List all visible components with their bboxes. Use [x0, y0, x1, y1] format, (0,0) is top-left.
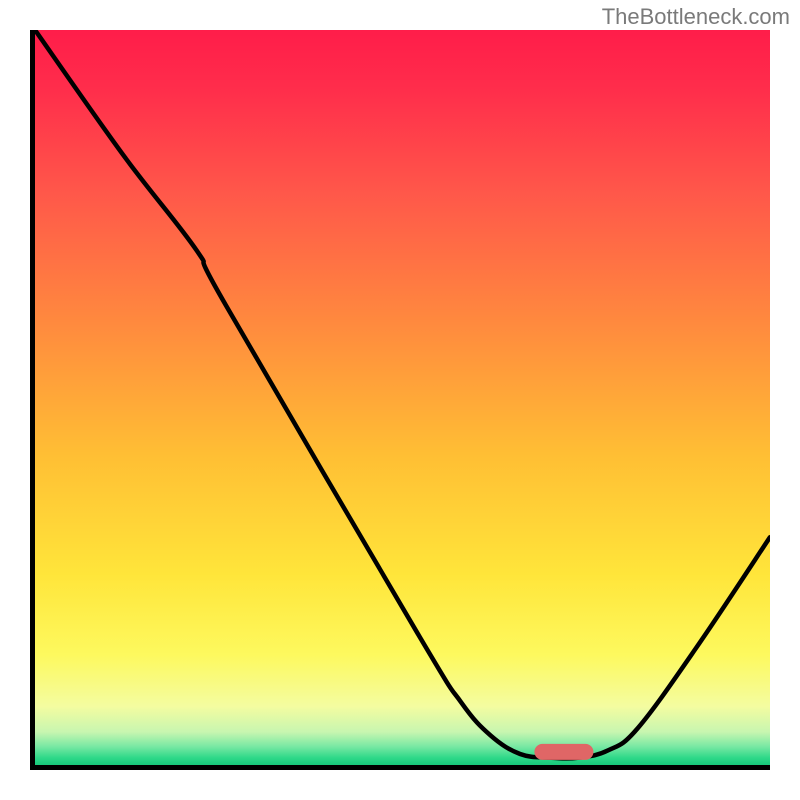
- watermark: TheBottleneck.com: [602, 4, 790, 30]
- minimum-marker: [535, 744, 594, 760]
- chart-container: TheBottleneck.com: [0, 0, 800, 800]
- plot-area: [30, 30, 770, 770]
- bottleneck-curve: [35, 30, 770, 765]
